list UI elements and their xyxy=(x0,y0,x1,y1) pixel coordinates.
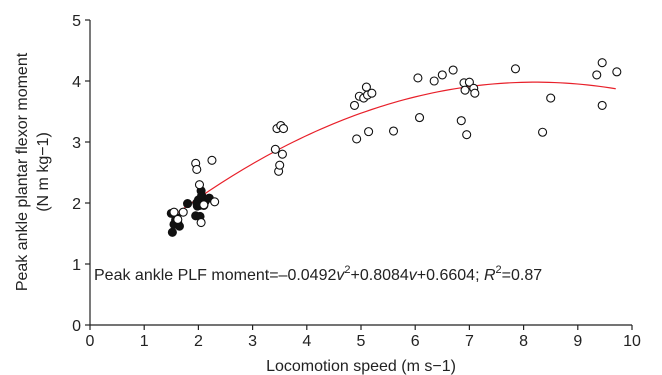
data-point-open xyxy=(464,77,474,87)
y-ticks: 0 1 2 3 4 5 xyxy=(72,13,90,335)
data-point-open xyxy=(388,126,399,136)
x-tick-label: 4 xyxy=(302,333,311,350)
data-point-open xyxy=(592,70,602,80)
data-point-open xyxy=(210,197,220,207)
fit-curve xyxy=(170,81,616,218)
data-point-open xyxy=(597,100,607,110)
x-axis-title: Locomotion speed (m s−1) xyxy=(266,358,456,375)
data-point-filled xyxy=(167,227,177,237)
x-tick-label: 2 xyxy=(194,333,203,350)
x-tick-label: 10 xyxy=(623,333,641,350)
data-point-open xyxy=(538,127,548,137)
data-point-open xyxy=(352,134,362,144)
data-point-open xyxy=(173,214,183,225)
y-axis-title-line2: (N m kg−1) xyxy=(35,132,52,212)
x-tick-label: 1 xyxy=(140,333,149,350)
data-point-open xyxy=(277,149,287,159)
x-tick-label: 8 xyxy=(519,333,528,350)
data-point-open xyxy=(192,164,202,174)
x-tick-label: 0 xyxy=(86,333,95,350)
data-point-open xyxy=(207,155,217,165)
data-point-open xyxy=(546,93,556,103)
x-ticks: 0 1 2 3 4 5 6 7 8 9 10 xyxy=(86,325,641,350)
data-point-open xyxy=(275,160,285,170)
data-point-open xyxy=(349,100,360,110)
data-point-open xyxy=(196,217,206,228)
data-point-open xyxy=(169,207,179,217)
y-tick-label: 1 xyxy=(72,257,81,274)
data-point-open xyxy=(470,88,480,98)
data-point-open xyxy=(364,127,374,137)
x-tick-label: 5 xyxy=(357,333,366,350)
fit-equation: Peak ankle PLF moment=–0.0492v2+0.8084v+… xyxy=(94,264,542,284)
x-tick-label: 6 xyxy=(411,333,420,350)
data-point-open xyxy=(510,64,521,74)
x-tick-label: 3 xyxy=(248,333,257,350)
y-tick-label: 0 xyxy=(72,318,81,335)
x-tick-label: 7 xyxy=(465,333,474,350)
y-tick-label: 3 xyxy=(72,135,81,152)
data-point-open xyxy=(199,200,209,210)
data-point-open xyxy=(462,130,472,140)
data-point-open xyxy=(194,180,205,190)
data-point-open xyxy=(437,70,447,80)
data-point-open xyxy=(597,58,607,68)
y-axis-title-line1: Peak ankle plantar flexor moment xyxy=(14,52,31,291)
data-point-open xyxy=(460,85,470,95)
data-point-open xyxy=(278,124,289,134)
y-tick-label: 4 xyxy=(72,74,81,91)
data-point-open xyxy=(270,144,280,154)
data-point-open xyxy=(178,207,188,217)
data-point-open xyxy=(414,113,425,123)
data-point-open xyxy=(429,76,439,86)
y-tick-label: 5 xyxy=(72,13,81,30)
data-point-filled xyxy=(183,199,193,209)
data-point-open xyxy=(456,116,466,126)
data-point-open xyxy=(612,67,622,77)
x-tick-label: 9 xyxy=(573,333,582,350)
data-points xyxy=(166,58,622,237)
y-tick-label: 2 xyxy=(72,196,81,213)
data-point-open xyxy=(413,73,423,83)
data-point-open xyxy=(448,65,458,75)
data-point-open xyxy=(367,88,377,98)
